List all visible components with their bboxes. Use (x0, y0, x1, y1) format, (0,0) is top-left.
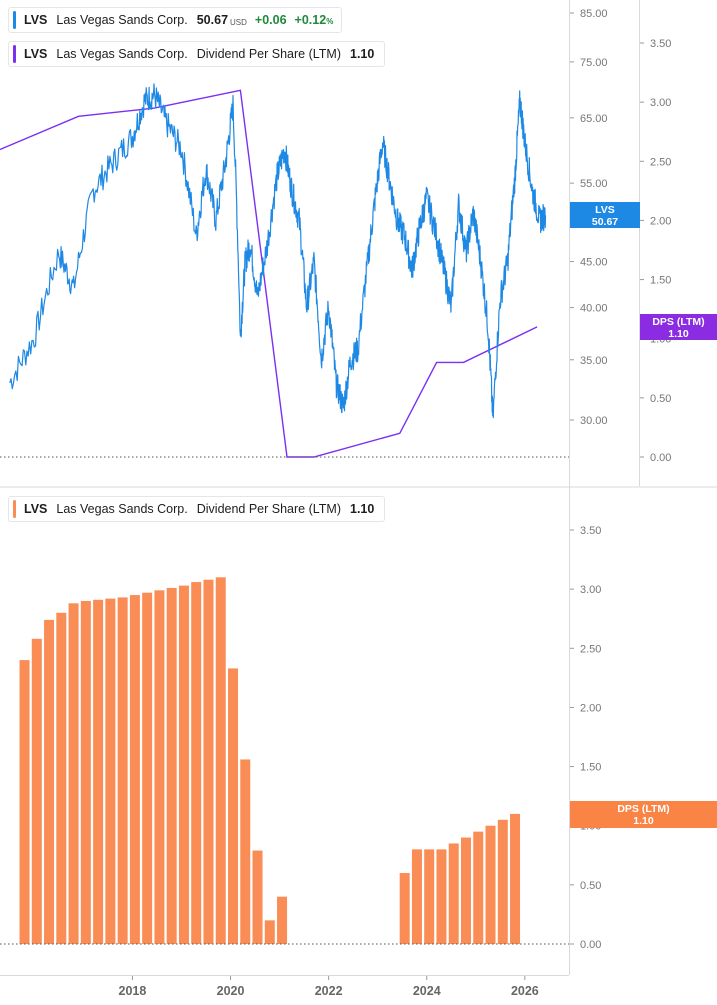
dps-bar (252, 850, 263, 944)
dps-bottom-axis-label: 3.00 (580, 584, 601, 596)
price-axis-label: 35.00 (580, 355, 608, 367)
dps-bar (240, 759, 251, 944)
dps-bar (117, 597, 128, 944)
dps-axis-label: 2.00 (650, 215, 671, 227)
dps-bar (129, 595, 140, 944)
price-line (9, 83, 547, 419)
dps-bar (227, 668, 238, 944)
dps-axis-label: 0.00 (650, 452, 671, 464)
dps-bar (497, 819, 508, 944)
legend-dps-bottom[interactable]: LVS Las Vegas Sands Corp. Dividend Per S… (8, 496, 386, 522)
dps-bar (510, 813, 521, 944)
dps-bar (154, 590, 165, 944)
dps-line (0, 89, 538, 458)
price-axis-label: 85.00 (580, 8, 608, 20)
legend-company-name: Las Vegas Sands Corp. (56, 502, 188, 516)
dps-bar (166, 587, 177, 944)
price-axis: 30.00 35.00 40.00 45.00 55.00 65.00 75.00 85.00 (569, 8, 608, 427)
time-axis-label: 2022 (315, 984, 343, 998)
dps-bar (411, 849, 422, 944)
dps-bar (473, 831, 484, 944)
dps-tag-bottom: DPS (LTM) 1.10 (570, 801, 717, 828)
price-axis-label: 65.00 (580, 113, 608, 125)
time-axis-label: 2018 (119, 984, 147, 998)
dps-axis-label: 2.50 (650, 156, 671, 168)
legend-company-name: Las Vegas Sands Corp. (56, 13, 188, 27)
price-axis-label: 45.00 (580, 257, 608, 269)
dps-bar (31, 638, 42, 944)
time-axis: 2018 2020 2022 2024 2026 (119, 975, 539, 998)
dps-bottom-axis-label: 2.50 (580, 643, 601, 655)
dps-bar (264, 920, 275, 944)
dps-bottom-axis-label: 0.00 (580, 939, 601, 951)
dps-bar (93, 599, 104, 944)
legend-ticker: LVS (24, 502, 48, 516)
legend-ticker: LVS (24, 47, 48, 61)
legend-metric-value: 1.10 (350, 502, 375, 516)
dps-bottom-axis-label: 1.50 (580, 762, 601, 774)
dps-bar (460, 837, 471, 944)
dps-bar (191, 582, 202, 944)
dps-bottom-axis-label: 3.50 (580, 525, 601, 537)
dps-bottom-axis-label: 2.00 (580, 702, 601, 714)
legend-color-swatch (13, 45, 16, 63)
dps-axis-label: 1.50 (650, 275, 671, 287)
dps-bar (80, 600, 91, 944)
dps-bar (215, 577, 226, 944)
legend-company-name: Las Vegas Sands Corp. (56, 47, 188, 61)
legend-price-change: +0.06 (254, 13, 287, 27)
price-axis-label: 30.00 (580, 415, 608, 427)
price-axis-label: 75.00 (580, 57, 608, 69)
legend-price-unit: USD (230, 17, 247, 27)
dps-bar (424, 849, 435, 944)
legend-price[interactable]: LVS Las Vegas Sands Corp. 50.67 USD +0.0… (8, 7, 343, 33)
dps-bar (142, 592, 153, 944)
dps-bar (178, 585, 189, 944)
dps-bar (277, 896, 288, 944)
dps-axis-top: 0.000.501.001.502.002.503.003.50 (639, 38, 671, 464)
dps-bar (448, 843, 459, 944)
legend-dps-top[interactable]: LVS Las Vegas Sands Corp. Dividend Per S… (8, 41, 386, 67)
dps-tag-top: DPS (LTM) 1.10 (640, 314, 717, 340)
dps-bar (105, 598, 116, 944)
dps-bar (68, 603, 79, 944)
legend-ticker: LVS (24, 13, 48, 27)
dps-axis-label: 0.50 (650, 393, 671, 405)
legend-price-value: 50.67 (196, 13, 229, 27)
dps-axis-bottom: 0.000.501.001.502.002.503.003.50 (569, 525, 601, 951)
price-axis-label: 40.00 (580, 303, 608, 315)
dps-bottom-axis-label: 0.50 (580, 880, 601, 892)
dps-bar (56, 612, 67, 944)
legend-price-change-pct: +0.12% (294, 13, 334, 27)
legend-metric: Dividend Per Share (LTM) (196, 502, 341, 516)
dps-bar (485, 825, 496, 944)
legend-color-swatch (13, 11, 16, 29)
price-tag: LVS 50.67 (570, 202, 640, 228)
legend-color-swatch (13, 500, 16, 518)
dps-axis-label: 3.00 (650, 97, 671, 109)
legend-metric: Dividend Per Share (LTM) (196, 47, 341, 61)
dps-bar (19, 660, 30, 944)
dps-bar (44, 619, 55, 944)
legend-metric-value: 1.10 (350, 47, 375, 61)
dps-axis-label: 3.50 (650, 38, 671, 50)
price-axis-label: 55.00 (580, 178, 608, 190)
dps-bar (203, 579, 214, 944)
time-axis-label: 2026 (511, 984, 539, 998)
dps-bar (436, 849, 447, 944)
time-axis-label: 2020 (217, 984, 245, 998)
time-axis-label: 2024 (413, 984, 441, 998)
dps-bar (399, 873, 410, 944)
bar-series (19, 577, 521, 944)
